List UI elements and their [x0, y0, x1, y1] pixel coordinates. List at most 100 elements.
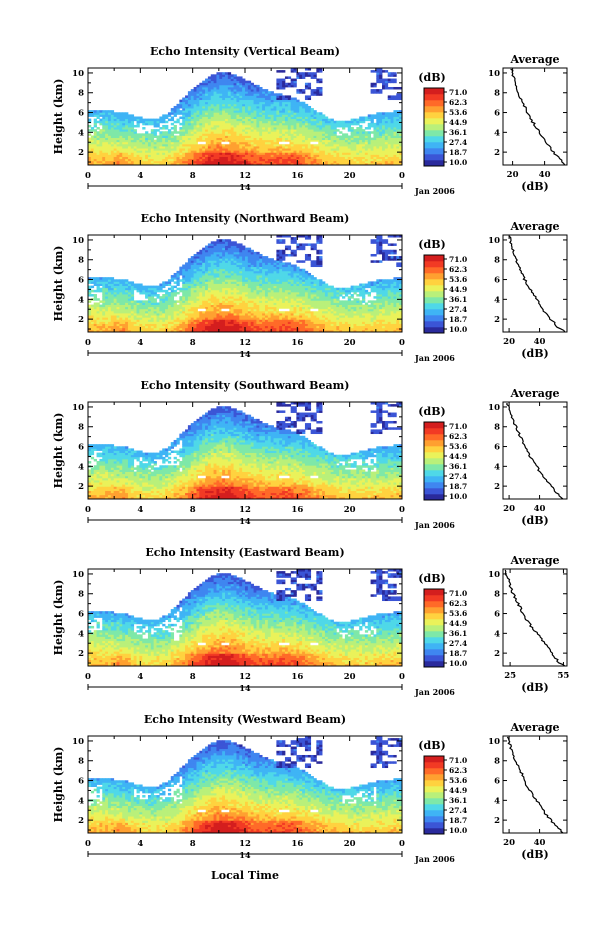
colorbar-tick-label: 44.9 [449, 619, 467, 628]
x-tick-label: 4 [137, 672, 143, 682]
colorbar-swatch [424, 828, 444, 834]
profile-x-tick-label: 20 [503, 838, 515, 848]
date-label: Jan 2006 [414, 520, 455, 530]
gap-mark [279, 810, 289, 813]
colorbar-swatch [424, 774, 444, 780]
colorbar-swatch [424, 643, 444, 649]
colorbar-swatch [424, 798, 444, 804]
panel-2: Echo Intensity (Northward Beam)246810Hei… [52, 212, 567, 363]
gap-mark [198, 309, 206, 312]
colorbar-swatch [424, 446, 444, 452]
profile-title: Average [509, 721, 559, 734]
y-axis-label: Height (km) [52, 580, 65, 656]
panel-title: Echo Intensity (Vertical Beam) [150, 45, 340, 58]
y-axis-label: Height (km) [52, 413, 65, 489]
colorbar-tick-label: 44.9 [449, 452, 467, 461]
profile-x-tick-label: 55 [558, 671, 570, 681]
x-tick-label: 12 [239, 338, 251, 348]
y-tick-label: 4 [78, 462, 84, 472]
colorbar-tick-label: 36.1 [449, 462, 467, 471]
x-tick-label: 20 [344, 171, 356, 181]
colorbar-swatch [424, 309, 444, 315]
x-tick-label: 0 [85, 338, 91, 348]
gap-mark [310, 142, 318, 145]
profile-title: Average [509, 554, 559, 567]
colorbar: 71.062.353.644.936.127.418.710.0 [424, 255, 467, 334]
gap-mark [221, 142, 229, 145]
gap-mark [221, 643, 229, 646]
colorbar-tick-label: 62.3 [449, 599, 467, 608]
x-tick-label: 16 [291, 839, 303, 849]
x-tick-label: 4 [137, 505, 143, 515]
colorbar-swatch [424, 142, 444, 148]
colorbar-tick-label: 18.7 [449, 482, 467, 491]
profile-x-tick-label: 25 [504, 671, 516, 681]
colorbar-swatch [424, 756, 444, 762]
gap-mark [310, 810, 318, 813]
y-tick-label: 2 [78, 649, 84, 659]
figure: Echo Intensity (Vertical Beam) 2 4 6 8 10 Heig… [0, 0, 616, 929]
y-tick-label: 4 [78, 295, 84, 305]
x-tick-label: 16 [291, 505, 303, 515]
gap-mark [198, 476, 206, 479]
profile-y-tick-label: 4 [494, 796, 500, 806]
profile-x-tick-label: 40 [539, 170, 551, 180]
colorbar-swatch [424, 649, 444, 655]
x-tick-label: 12 [239, 171, 251, 181]
profile-y-tick-label: 2 [494, 148, 500, 158]
colorbar-tick-label: 36.1 [449, 128, 467, 137]
gap-mark [198, 643, 206, 646]
profile-y-tick-label: 10 [488, 236, 500, 246]
colorbar-swatch [424, 631, 444, 637]
colorbar-swatch [424, 768, 444, 774]
y-tick-label: 4 [78, 796, 84, 806]
colorbar-swatch [424, 267, 444, 273]
colorbar-swatch [424, 255, 444, 261]
x-tick-label: 0 [85, 171, 91, 181]
colorbar-tick-label: 10.0 [449, 325, 467, 334]
colorbar-swatch [424, 94, 444, 100]
colorbar-swatch [424, 106, 444, 112]
y-axis-label: Height (km) [52, 747, 65, 823]
panel-4: Echo Intensity (Eastward Beam)246810Heig… [52, 546, 569, 697]
colorbar-swatch [424, 100, 444, 106]
colorbar-tick-label: 71.0 [449, 756, 467, 765]
y-axis-label: Height (km) [52, 246, 65, 322]
profile-y-tick-label: 8 [494, 89, 500, 99]
x-tick-label: 0 [85, 672, 91, 682]
panel-title: Echo Intensity (Northward Beam) [141, 212, 350, 225]
colorbar-tick-label: 10.0 [449, 158, 467, 167]
y-tick-label: 10 [72, 570, 84, 580]
profile-y-tick-label: 8 [494, 590, 500, 600]
profile-y-tick-label: 8 [494, 256, 500, 266]
gap-mark [221, 476, 229, 479]
x-tick-label: 0 [399, 672, 405, 682]
x-tick-label: 8 [190, 839, 196, 849]
colorbar-swatch [424, 315, 444, 321]
x-tick-label: 20 [344, 672, 356, 682]
profile-y-tick-label: 10 [488, 570, 500, 580]
profile-x-label: (dB) [521, 347, 548, 360]
y-tick-label: 8 [78, 757, 84, 767]
colorbar: 71.062.353.644.936.127.418.710.0 [424, 88, 467, 167]
profile-x-tick-label: 40 [534, 838, 546, 848]
profile-x-label: (dB) [521, 848, 548, 861]
gap-mark [279, 643, 289, 646]
colorbar-tick-label: 71.0 [449, 88, 467, 97]
x-tick-label: 4 [137, 839, 143, 849]
panel-title: Echo Intensity (Southward Beam) [141, 379, 350, 392]
y-tick-label: 6 [78, 109, 84, 119]
profile-title: Average [509, 220, 559, 233]
y-tick-label: 10 [72, 737, 84, 747]
colorbar-swatch [424, 279, 444, 285]
x-tick-label: 0 [399, 171, 405, 181]
panel-1: Echo Intensity (Vertical Beam)246810Heig… [52, 45, 567, 196]
y-tick-label: 6 [78, 443, 84, 453]
colorbar-tick-label: 36.1 [449, 295, 467, 304]
colorbar-tick-label: 27.4 [449, 806, 467, 815]
profile-y-tick-label: 8 [494, 423, 500, 433]
x-tick-label: 20 [344, 338, 356, 348]
x-tick-label: 8 [190, 505, 196, 515]
colorbar-swatch [424, 625, 444, 631]
x-tick-label: 20 [344, 839, 356, 849]
